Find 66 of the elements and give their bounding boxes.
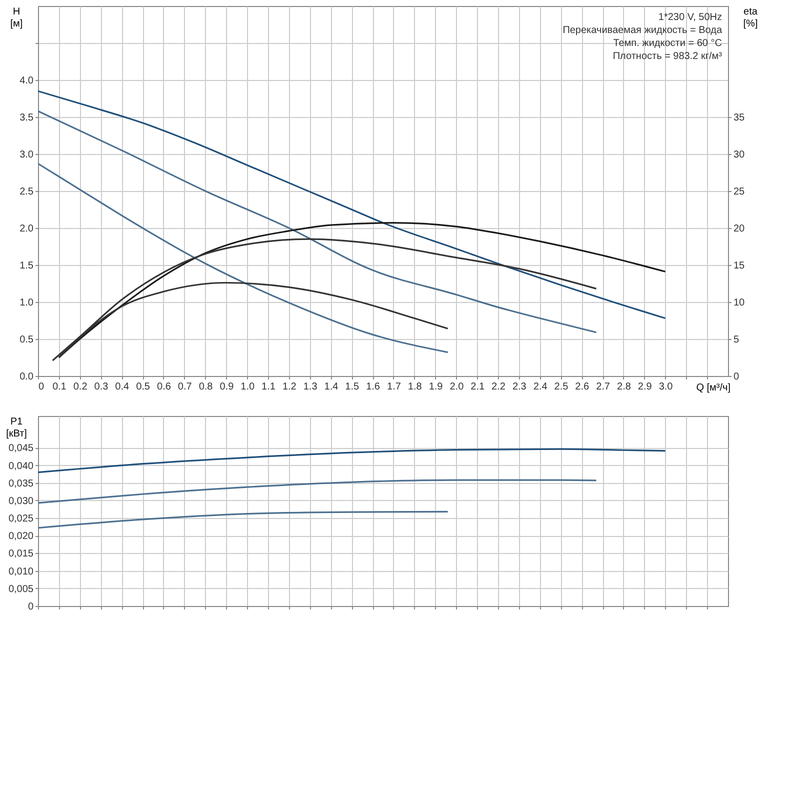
x-tick-label: 1.1 bbox=[262, 382, 276, 392]
x-tick-label: 2.3 bbox=[512, 382, 527, 392]
y-tick-label: 0,025 bbox=[8, 514, 34, 525]
x-tick-label: 1.4 bbox=[324, 382, 339, 392]
x-tick-label: 2.8 bbox=[617, 382, 632, 392]
y-tick-label: 0 bbox=[28, 602, 34, 612]
x-tick-label: 2.9 bbox=[638, 382, 652, 392]
x-tick-label: 1.8 bbox=[408, 382, 422, 392]
y-tick-label: 0.0 bbox=[20, 372, 34, 382]
y-tick-label: 1.5 bbox=[20, 260, 34, 272]
annotation: Перекачиваемая жидкость = Вода bbox=[562, 25, 722, 36]
y2-tick-label: 15 bbox=[734, 260, 746, 272]
x-tick-label: 0.9 bbox=[220, 382, 234, 392]
y2-axis-title: eta [%] bbox=[743, 6, 758, 30]
y2-tick-label: 25 bbox=[734, 186, 746, 198]
x-tick-label: 0 bbox=[38, 382, 44, 392]
x-tick-label: 2.4 bbox=[533, 382, 548, 392]
x-tick-label: 2.0 bbox=[450, 382, 464, 392]
x-tick-label: 0.7 bbox=[178, 382, 192, 392]
x-tick-label: 2.5 bbox=[554, 382, 569, 392]
y2-tick-label: 30 bbox=[734, 150, 746, 160]
y-tick-label: 3.0 bbox=[20, 150, 34, 160]
y-axis-title: P1 [кВт] bbox=[6, 416, 28, 440]
y2-tick-label: 10 bbox=[734, 298, 746, 308]
x-tick-label: 0.3 bbox=[94, 382, 109, 392]
y-tick-label: 0.5 bbox=[20, 334, 34, 346]
x-tick-label: 0.1 bbox=[52, 382, 67, 392]
y-tick-label: 0,040 bbox=[8, 460, 34, 472]
x-tick-label: 0.6 bbox=[157, 382, 172, 392]
y2-tick-label: 20 bbox=[734, 224, 746, 234]
x-tick-label: 2.6 bbox=[575, 382, 590, 392]
y2-tick-label: 35 bbox=[734, 112, 746, 124]
y-tick-label: 2.0 bbox=[20, 224, 34, 234]
x-tick-label: 0.5 bbox=[136, 382, 150, 392]
y-tick-label: 0,010 bbox=[8, 566, 34, 578]
y-tick-label: 0,045 bbox=[8, 443, 34, 454]
x-tick-label: 1.0 bbox=[240, 382, 255, 392]
x-tick-label: 2.7 bbox=[596, 382, 610, 392]
y-tick-label: 0,020 bbox=[8, 531, 34, 542]
y-tick-label: 4.0 bbox=[20, 76, 34, 86]
y2-tick-label: 0 bbox=[734, 372, 740, 382]
y-axis-title: H [м] bbox=[10, 6, 23, 30]
y-tick-label: 2.5 bbox=[20, 186, 34, 198]
x-tick-label: 0.8 bbox=[198, 382, 214, 392]
x-axis-title: Q [м³/ч] bbox=[696, 382, 731, 394]
x-tick-label: 1.7 bbox=[387, 382, 402, 392]
y2-tick-label: 5 bbox=[734, 334, 740, 346]
y-tick-label: 3.5 bbox=[20, 112, 34, 124]
x-tick-label: 2.1 bbox=[470, 382, 485, 392]
x-tick-label: 2.2 bbox=[492, 382, 506, 392]
y-tick-label: 0,005 bbox=[8, 584, 34, 595]
x-tick-label: 0.2 bbox=[73, 382, 88, 392]
annotation: Темп. жидкости = 60 °C bbox=[613, 38, 722, 49]
x-tick-label: 1.6 bbox=[366, 382, 380, 392]
annotation: Плотность = 983.2 кг/м³ bbox=[612, 51, 723, 62]
annotation: 1*230 V, 50Hz bbox=[658, 12, 722, 23]
x-tick-label: 1.3 bbox=[303, 382, 318, 392]
x-tick-label: 1.2 bbox=[282, 382, 297, 392]
x-tick-label: 1.5 bbox=[345, 382, 360, 392]
x-tick-label: 1.9 bbox=[428, 382, 444, 392]
y-tick-label: 1.0 bbox=[20, 298, 34, 308]
y-tick-label: 0,015 bbox=[8, 548, 34, 560]
x-tick-label: 3.0 bbox=[658, 382, 674, 392]
y-tick-label: 0,030 bbox=[8, 496, 34, 507]
y-tick-label: 0,035 bbox=[8, 478, 34, 490]
x-tick-label: 0.4 bbox=[115, 382, 130, 392]
